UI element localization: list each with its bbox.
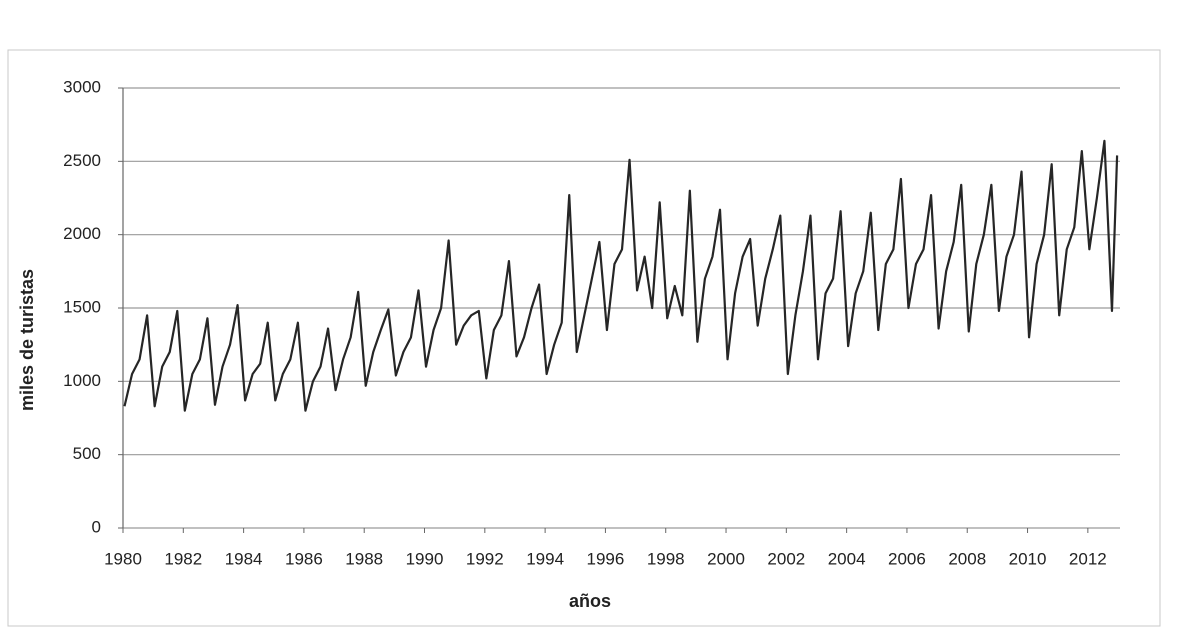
y-axis-title: miles de turistas [17, 269, 37, 411]
x-tick-label: 1986 [285, 549, 323, 568]
x-tick-label: 1988 [345, 549, 383, 568]
x-tick-label: 1992 [466, 549, 504, 568]
x-tick-label: 2012 [1069, 549, 1107, 568]
x-tick-label: 2002 [767, 549, 805, 568]
x-tick-label: 2000 [707, 549, 745, 568]
x-tick-label: 2010 [1009, 549, 1047, 568]
x-tick-label: 1982 [164, 549, 202, 568]
x-tick-label: 1994 [526, 549, 564, 568]
y-tick-label: 2500 [63, 151, 101, 170]
y-tick-label: 2000 [63, 224, 101, 243]
x-tick-label: 1990 [406, 549, 444, 568]
x-tick-label: 1980 [104, 549, 142, 568]
y-tick-label: 500 [73, 444, 101, 463]
data-line [123, 139, 1119, 412]
y-tick-label: 1500 [63, 297, 101, 316]
x-axis-title: años [569, 591, 611, 611]
x-tick-label: 1996 [587, 549, 625, 568]
x-tick-label: 2006 [888, 549, 926, 568]
y-tick-label: 3000 [63, 77, 101, 96]
y-tick-label: 0 [92, 517, 101, 536]
chart-frame [7, 49, 1161, 627]
y-tick-label: 1000 [63, 371, 101, 390]
x-tick-label: 1984 [225, 549, 263, 568]
x-tick-label: 2008 [948, 549, 986, 568]
x-tick-label: 2004 [828, 549, 866, 568]
x-tick-label: 1998 [647, 549, 685, 568]
